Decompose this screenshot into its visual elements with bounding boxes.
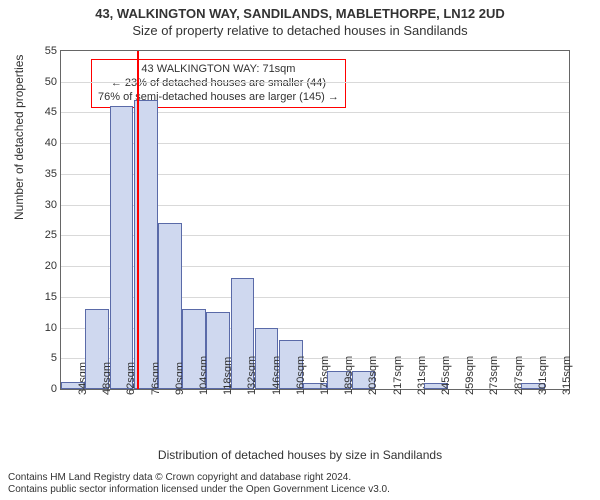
y-tick-label: 20 — [33, 260, 57, 272]
footer-line-2: Contains public sector information licen… — [8, 484, 390, 496]
annotation-box: 43 WALKINGTON WAY: 71sqm← 23% of detache… — [91, 59, 346, 108]
x-tick-label: 34sqm — [77, 362, 81, 395]
annotation-line: ← 23% of detached houses are smaller (44… — [98, 77, 339, 91]
x-tick-label: 301sqm — [537, 356, 541, 395]
plot-area: 43 WALKINGTON WAY: 71sqm← 23% of detache… — [60, 50, 570, 390]
x-tick-label: 118sqm — [222, 357, 226, 395]
x-tick-label: 160sqm — [295, 356, 299, 395]
chart-title-main: 43, WALKINGTON WAY, SANDILANDS, MABLETHO… — [0, 6, 600, 21]
x-tick-label: 287sqm — [513, 356, 517, 395]
x-tick-label: 231sqm — [416, 356, 420, 395]
x-tick-label: 259sqm — [464, 356, 468, 395]
x-tick-label: 203sqm — [367, 356, 371, 395]
y-tick-label: 55 — [33, 45, 57, 57]
histogram-bar — [110, 106, 134, 389]
x-tick-label: 245sqm — [440, 356, 444, 395]
title-block: 43, WALKINGTON WAY, SANDILANDS, MABLETHO… — [0, 0, 600, 38]
y-tick-label: 0 — [33, 383, 57, 395]
y-tick-label: 35 — [33, 168, 57, 180]
y-tick-label: 50 — [33, 76, 57, 88]
y-tick-label: 10 — [33, 322, 57, 334]
y-tick-label: 45 — [33, 106, 57, 118]
y-axis-label: Number of detached properties — [12, 55, 26, 220]
x-tick-label: 62sqm — [125, 362, 129, 395]
x-tick-label: 146sqm — [271, 356, 275, 395]
chart-title-sub: Size of property relative to detached ho… — [0, 23, 600, 38]
y-tick-label: 5 — [33, 352, 57, 364]
x-tick-label: 48sqm — [101, 362, 105, 395]
property-marker-line — [137, 51, 139, 389]
x-tick-label: 273sqm — [488, 356, 492, 395]
x-tick-label: 104sqm — [198, 356, 202, 395]
x-tick-label: 315sqm — [561, 356, 565, 395]
x-axis-label: Distribution of detached houses by size … — [0, 448, 600, 462]
footer-attribution: Contains HM Land Registry data © Crown c… — [8, 472, 390, 496]
x-tick-label: 189sqm — [343, 356, 347, 395]
x-tick-label: 90sqm — [174, 362, 178, 395]
annotation-line: 43 WALKINGTON WAY: 71sqm — [98, 63, 339, 77]
y-tick-label: 15 — [33, 291, 57, 303]
x-tick-label: 76sqm — [150, 362, 154, 395]
y-tick-label: 30 — [33, 199, 57, 211]
x-tick-label: 217sqm — [392, 356, 396, 395]
y-tick-label: 40 — [33, 137, 57, 149]
x-tick-label: 175sqm — [319, 356, 323, 395]
chart-container: 43, WALKINGTON WAY, SANDILANDS, MABLETHO… — [0, 0, 600, 500]
footer-line-1: Contains HM Land Registry data © Crown c… — [8, 472, 390, 484]
y-tick-label: 25 — [33, 229, 57, 241]
x-tick-label: 132sqm — [246, 356, 250, 395]
